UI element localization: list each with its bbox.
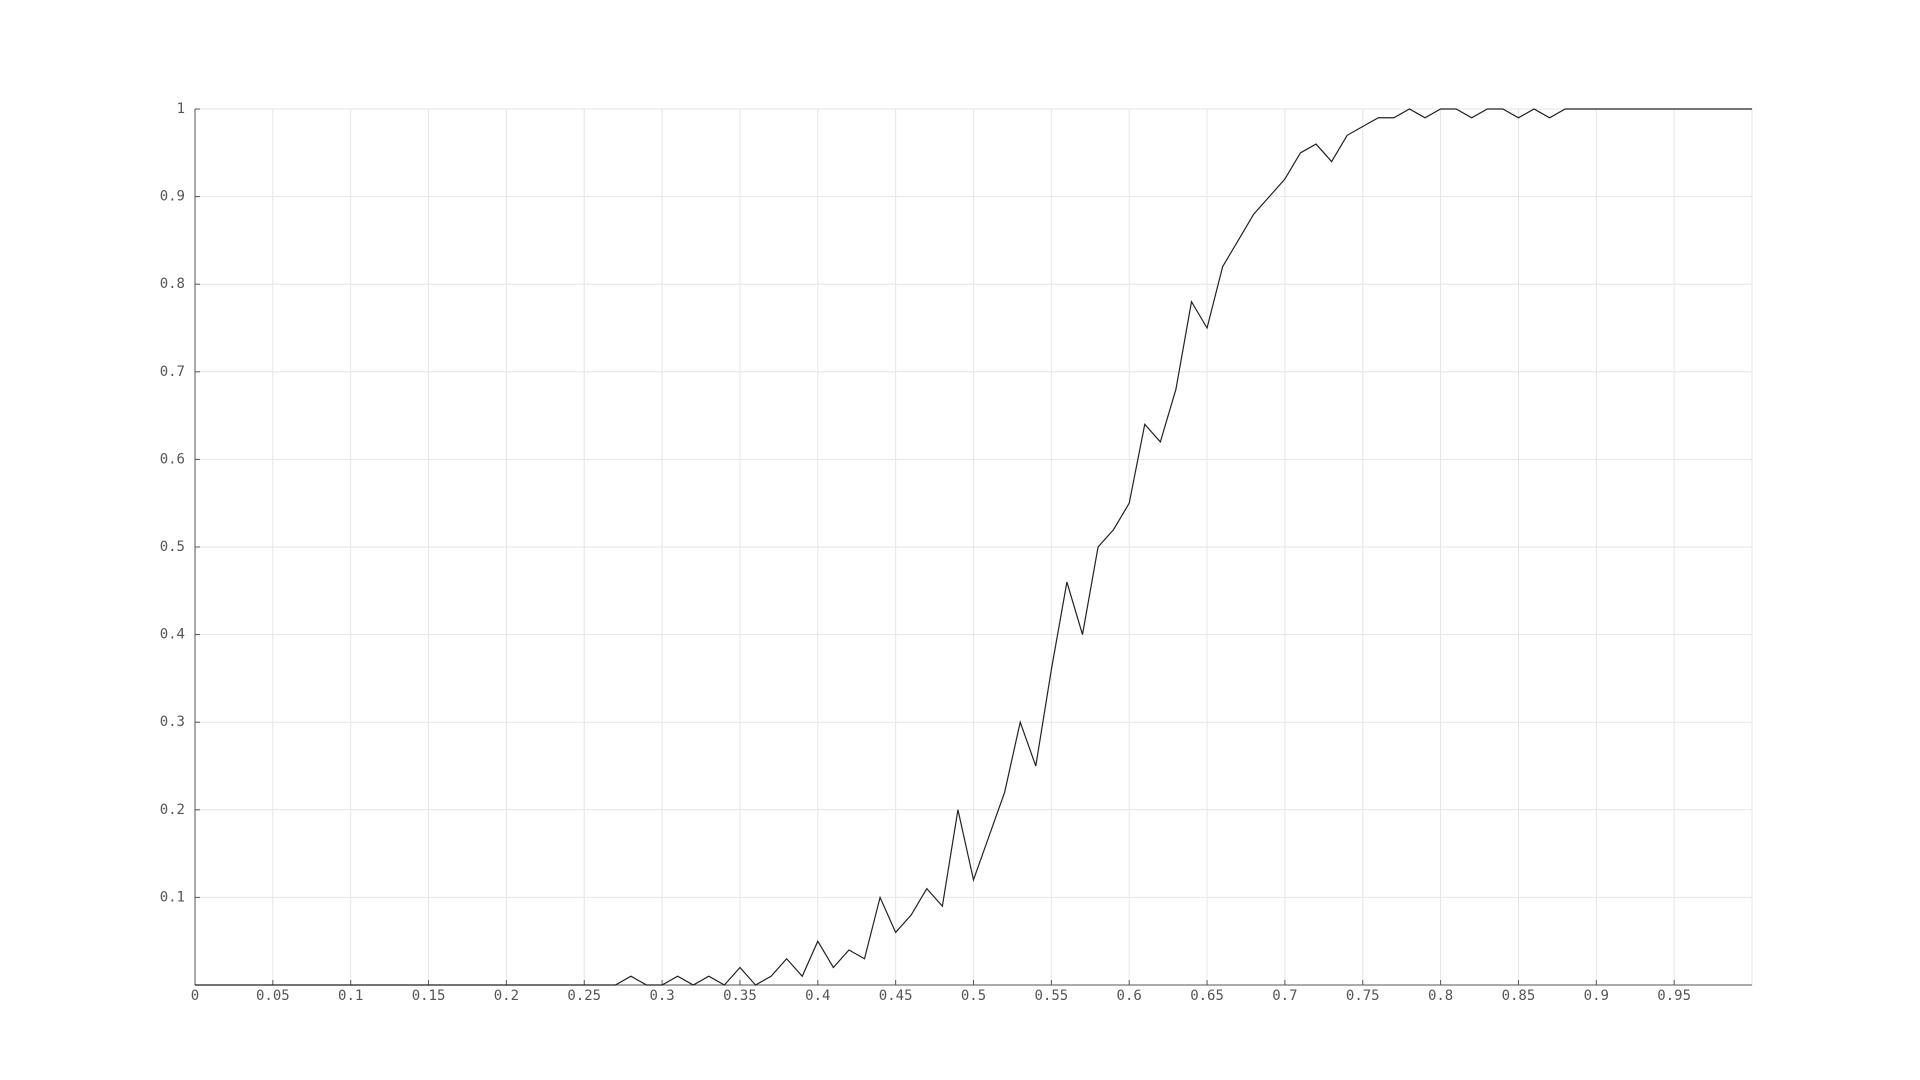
x-tick-label: 0.2: [494, 988, 519, 1004]
y-tick-label: 0.3: [160, 714, 185, 730]
y-tick-label: 0.7: [160, 364, 185, 380]
x-tick-label: 0.15: [412, 988, 446, 1004]
y-tick-label: 0.5: [160, 539, 185, 555]
x-tick-label: 0.05: [256, 988, 290, 1004]
x-tick-label: 0: [191, 988, 199, 1004]
x-tick-label: 0.25: [567, 988, 601, 1004]
y-tick-label: 0.9: [160, 189, 185, 205]
x-tick-label: 0.8: [1428, 988, 1453, 1004]
x-tick-label: 0.85: [1502, 988, 1536, 1004]
x-tick-label: 0.9: [1584, 988, 1609, 1004]
data-line: [195, 108, 1752, 986]
x-tick-label: 0.45: [879, 988, 913, 1004]
x-tick-label: 0.75: [1346, 988, 1380, 1004]
y-tick-label: 0.6: [160, 451, 185, 467]
y-tick-label: 0.8: [160, 276, 185, 292]
y-tick-label: 0.4: [160, 627, 185, 643]
y-tick-label: 1: [177, 101, 185, 117]
x-tick-label: 0.55: [1034, 988, 1068, 1004]
x-tick-label: 0.1: [338, 988, 363, 1004]
y-tick-label: 0.1: [160, 889, 185, 905]
x-tick-label: 0.65: [1190, 988, 1224, 1004]
x-tick-label: 0.35: [723, 988, 757, 1004]
x-tick-label: 0.4: [805, 988, 830, 1004]
x-tick-label: 0.95: [1657, 988, 1691, 1004]
x-tick-label: 0.7: [1272, 988, 1297, 1004]
x-tick-label: 0.6: [1117, 988, 1142, 1004]
x-tick-label: 0.3: [649, 988, 674, 1004]
x-tick-label: 0.5: [961, 988, 986, 1004]
y-tick-label: 0.2: [160, 802, 185, 818]
